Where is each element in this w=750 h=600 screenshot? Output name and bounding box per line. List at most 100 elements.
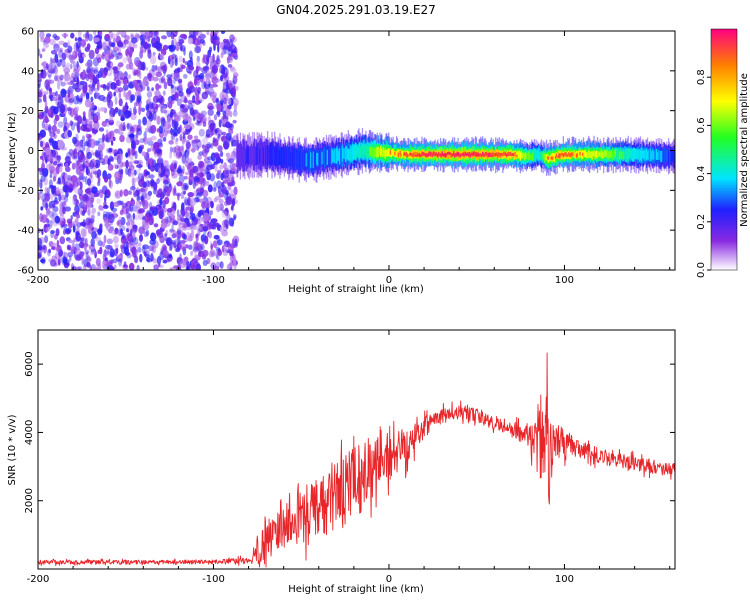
noise-speck [196,139,202,149]
x-tick-label: 100 [555,275,574,286]
noise-speck [132,231,136,238]
ridge-cell [253,142,255,171]
noise-speck [169,151,173,159]
ridge-cell [331,147,333,164]
ridge-cell [267,144,269,166]
ridge-cell [450,153,452,158]
noise-speck [224,87,231,94]
ridge-cell [588,149,590,158]
ridge-cell [395,151,397,158]
ridge-cell [417,152,419,158]
noise-speck [136,127,140,132]
noise-speck [44,116,49,124]
ridge-cell [246,145,249,164]
ridge-cell [451,153,453,157]
noise-speck [176,215,182,221]
noise-speck [72,211,76,217]
noise-speck [171,119,175,125]
ridge-cell [508,151,510,156]
noise-speck [202,166,207,174]
noise-speck [232,197,236,207]
ridge-cell [453,151,455,156]
noise-speck [76,61,79,69]
ridge-cell [506,153,508,156]
spectrogram-y-label: Frequency (Hz) [7,112,18,188]
noise-speck [134,255,139,264]
noise-speck [168,54,175,61]
noise-speck [147,158,154,168]
noise-speck [121,232,125,240]
ridge-cell [238,143,241,171]
noise-speck [188,65,195,71]
noise-speck [178,222,185,228]
noise-speck [87,248,91,254]
ridge-cell [376,147,378,158]
noise-speck [38,253,42,258]
noise-speck [112,37,117,44]
ridge-cell [305,153,307,167]
ridge-cell [405,151,407,156]
ridge-cell [363,145,365,159]
noise-speck [48,74,52,79]
noise-speck [180,104,185,109]
noise-speck [169,45,176,53]
noise-speck [180,64,186,70]
noise-speck [50,230,56,234]
noise-speck [109,114,114,123]
ridge-cell [467,151,469,160]
noise-speck [185,151,189,161]
ridge-cell [546,156,549,160]
ridge-cell [377,146,379,158]
ridge-cell [258,142,260,169]
noise-speck [107,48,113,57]
noise-speck [159,198,163,206]
ridge-cell [535,149,537,159]
noise-speck [94,149,99,158]
noise-speck [232,86,236,90]
noise-speck [128,203,132,212]
noise-speck [125,152,129,158]
ridge-cell [315,149,317,171]
noise-speck [194,252,198,259]
ridge-cell [365,143,367,160]
noise-region [38,31,240,270]
ridge-cell [458,152,460,158]
noise-speck [145,111,150,118]
noise-speck [175,230,181,239]
ridge-cell [475,152,478,157]
ridge-cell [589,151,591,158]
ridge-cell [586,152,588,159]
noise-speck [98,204,103,211]
noise-speck [192,111,196,118]
noise-speck [90,96,94,103]
noise-speck [77,123,81,134]
ridge-cell [313,148,315,172]
ridge-cell [440,153,442,158]
ridge-cell [548,156,550,162]
noise-speck [57,188,65,195]
noise-speck [60,224,64,229]
noise-speck [170,127,174,135]
noise-speck [39,155,44,160]
noise-speck [128,133,135,138]
noise-speck [182,57,185,64]
ridge-cell [671,148,673,162]
ridge-cell [386,149,388,157]
noise-speck [60,133,66,138]
ridge-cell [568,152,570,156]
noise-speck [51,150,59,159]
ridge-cell [631,150,633,160]
noise-speck [75,199,80,206]
ridge-cell [483,153,485,157]
ridge-cell [545,154,547,160]
ridge-cell [256,143,258,165]
ridge-cell [403,152,405,156]
ridge-cell [647,149,650,161]
ridge-cell [310,152,312,169]
noise-speck [216,203,221,213]
noise-speck [62,206,66,215]
noise-speck [185,139,191,150]
ridge-cell [607,151,609,160]
ridge-cell [264,142,266,169]
